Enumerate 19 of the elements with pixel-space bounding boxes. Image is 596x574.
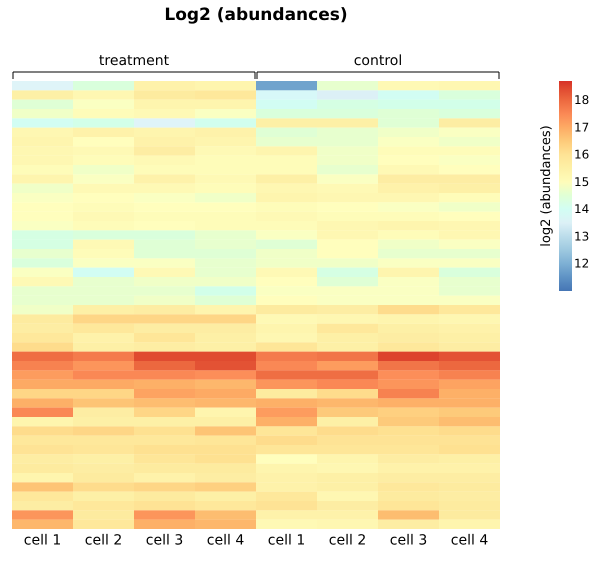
color-bar-label: 13: [574, 229, 590, 244]
x-tick-label: cell 4: [450, 532, 488, 548]
text: control: [354, 53, 402, 69]
color-bar-label: 18: [574, 93, 590, 108]
color-bar-label: 12: [574, 256, 590, 271]
x-tick-label: cell 2: [328, 532, 366, 548]
x-tick-label: cell 3: [390, 532, 428, 548]
color-bar-label: 17: [574, 120, 590, 134]
x-tick-label: cell 4: [206, 532, 244, 548]
color-bar-label: 14: [574, 202, 590, 216]
text: treatment: [98, 53, 170, 69]
x-tick-label: cell 1: [268, 532, 306, 548]
chart-title: Log2 (abundances): [164, 5, 348, 25]
color-bar-label: 15: [574, 174, 590, 189]
x-tick-label: cell 2: [84, 532, 122, 548]
x-tick-label: cell 1: [24, 532, 62, 548]
color-bar-title: log2 (abundances): [539, 125, 554, 247]
color-bar-label: 16: [574, 148, 590, 162]
x-tick-label: cell 3: [146, 532, 184, 548]
